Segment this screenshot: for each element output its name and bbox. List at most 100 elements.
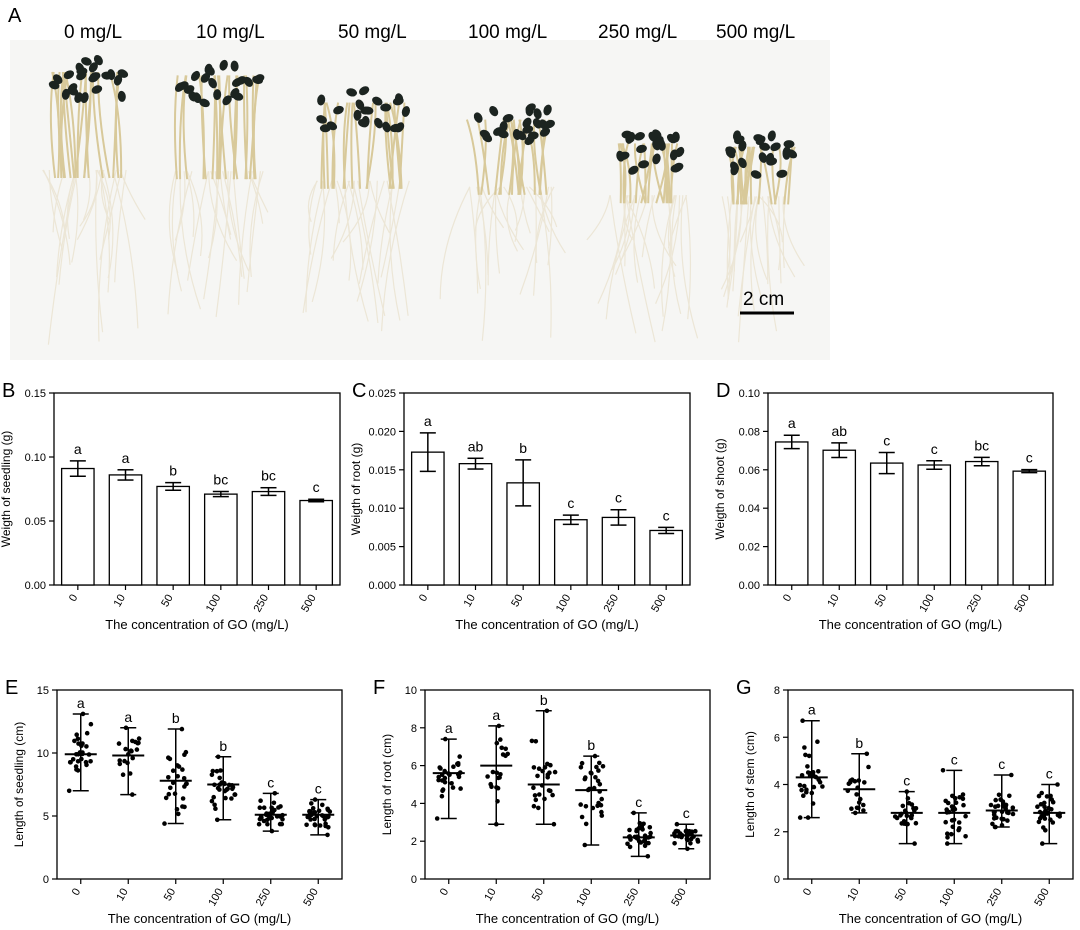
significance-letter: a [77, 695, 85, 711]
data-point [1036, 819, 1042, 825]
cotyledon [205, 65, 215, 76]
data-point [797, 782, 803, 788]
data-point [593, 775, 598, 780]
data-point [1055, 782, 1060, 787]
data-point [75, 736, 81, 742]
seedling-bunch-5 [720, 130, 805, 343]
data-point [816, 769, 821, 774]
x-tick-label: 0 [781, 593, 794, 604]
data-point [988, 802, 994, 808]
data-point [674, 821, 680, 827]
data-point [1009, 772, 1014, 778]
data-point [162, 821, 167, 826]
data-point [117, 758, 122, 763]
seedling-bunch-0 [42, 54, 146, 345]
data-point [170, 768, 176, 773]
data-point [627, 827, 632, 833]
root-strand [494, 186, 524, 251]
data-point [600, 764, 606, 769]
data-point [900, 803, 906, 809]
data-point [898, 813, 903, 818]
root-strand [487, 186, 497, 286]
bar [649, 529, 684, 586]
root-strand [168, 171, 179, 274]
root-strand [238, 171, 253, 305]
x-tick-label: 250 [622, 887, 642, 909]
panel-a-photo: A 0 mg/L 10 mg/L 50 mg/L 100 mg/L 250 mg… [8, 5, 830, 360]
y-tick-label: 0.08 [739, 426, 760, 438]
root-strand [481, 186, 505, 229]
cotyledon [502, 114, 514, 123]
root-strand [750, 196, 759, 311]
data-point [450, 785, 456, 790]
data-point [597, 782, 603, 787]
cotyledon [493, 127, 504, 136]
cotyledon [230, 60, 239, 72]
data-point [894, 815, 900, 821]
significance-letter: a [124, 709, 132, 725]
stem-strand [342, 102, 349, 189]
root-strand [174, 171, 186, 241]
data-point [911, 805, 916, 811]
root-strand [203, 171, 220, 300]
cotyledon [634, 132, 645, 141]
data-point [276, 805, 281, 810]
x-tick-label: 10 [114, 887, 131, 904]
data-point [805, 764, 810, 769]
x-tick-label: 50 [873, 593, 890, 610]
root-strand [227, 171, 250, 272]
significance-letter: c [1026, 450, 1033, 466]
bar [553, 519, 588, 586]
data-point [225, 786, 230, 792]
data-point [811, 784, 817, 790]
stem-strand [617, 143, 622, 204]
root-strand [479, 186, 487, 341]
stem-strand [217, 75, 227, 180]
data-point [88, 721, 94, 727]
data-point [223, 795, 228, 801]
stem-strand [757, 146, 763, 205]
data-point [166, 775, 171, 780]
data-point [803, 752, 808, 758]
x-tick-label: 250 [254, 887, 274, 909]
data-point [136, 740, 141, 746]
data-point [122, 758, 127, 764]
root-strand [661, 195, 672, 332]
cotyledon [358, 86, 370, 96]
cotyledon [89, 72, 101, 81]
data-point [687, 829, 692, 834]
data-point [117, 761, 123, 767]
stem-strand [664, 143, 671, 204]
data-point [327, 809, 333, 814]
concentration-label-250: 250 mg/L [598, 22, 677, 43]
chart-panel-e: E 0 5 10 15 Length of seedling (cm) 0 10 50 100 25… [5, 677, 343, 926]
seedling-photos [42, 54, 805, 345]
y-tick-label: 2 [774, 827, 780, 839]
root-strand [167, 171, 193, 315]
x-tick-label: 0 [67, 593, 80, 604]
data-point [180, 804, 185, 809]
cotyledon [479, 129, 491, 139]
data-point [536, 805, 541, 811]
cotyledon [353, 109, 362, 121]
root-strand [605, 194, 636, 320]
stem-strand [320, 102, 327, 189]
panel-a-label: A [8, 5, 22, 27]
significance-letter: b [219, 738, 227, 754]
y-tick-label: 0.015 [368, 465, 396, 477]
stem-strand [388, 102, 401, 189]
data-point [595, 803, 600, 809]
data-point [317, 823, 323, 828]
x-tick-label: 0 [417, 593, 430, 604]
data-point [75, 759, 81, 764]
chart-panel-b: B 0.00 0.05 0.10 0.15 Weigth of seedling (g) 0… [0, 380, 341, 632]
x-tick-label: 100 [574, 887, 594, 909]
data-point [320, 802, 325, 808]
root-strand [720, 196, 742, 290]
data-point [578, 765, 584, 770]
data-point [646, 840, 651, 846]
y-tick-label: 0.010 [368, 503, 396, 515]
x-tick-label: 50 [893, 887, 910, 904]
data-point [688, 836, 694, 842]
data-point [212, 802, 217, 808]
